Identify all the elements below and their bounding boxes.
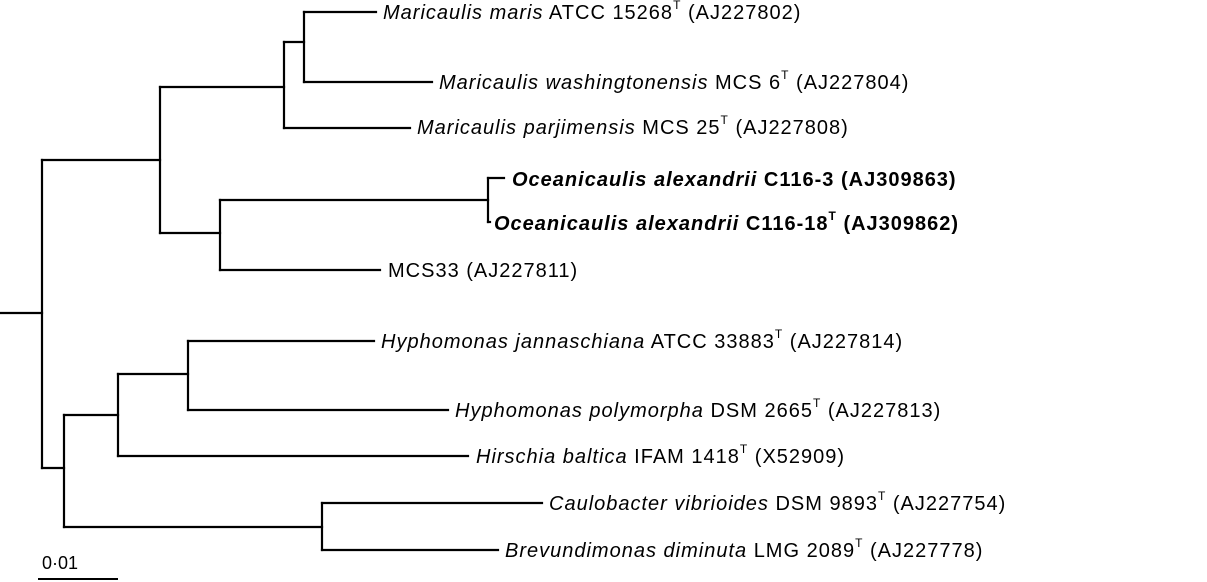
- type-strain-mark: T: [720, 113, 729, 128]
- accession-number: (AJ309862): [843, 213, 960, 235]
- accession-number: (AJ227778): [869, 540, 984, 562]
- accession-number: (AJ227802): [687, 2, 802, 24]
- strain-name: MCS 6: [715, 72, 782, 94]
- strain-name: MCS33: [388, 260, 460, 282]
- species-name: Hyphomonas jannaschiana: [381, 331, 646, 353]
- tree-branches: [0, 10, 544, 552]
- accession-number: (X52909): [754, 446, 846, 468]
- taxon-label-bdim: Brevundimonas diminuta LMG 2089T (AJ2277…: [505, 536, 984, 563]
- accession-number: (AJ227754): [892, 493, 1007, 515]
- accession-number: (AJ227808): [735, 117, 849, 139]
- species-name: Hirschia baltica: [476, 446, 628, 468]
- strain-name: C116-3: [763, 169, 835, 191]
- type-strain-mark: T: [781, 68, 790, 83]
- accession-number: (AJ227811): [466, 260, 579, 282]
- species-name: Maricaulis parjimensis: [417, 117, 636, 139]
- strain-name: ATCC 15268: [548, 2, 674, 24]
- taxon-label-hpoly: Hyphomonas polymorpha DSM 2665T (AJ22781…: [455, 396, 942, 423]
- type-strain-mark: T: [739, 442, 749, 457]
- taxon-label-oalex3: Oceanicaulis alexandrii C116-3 (AJ309863…: [512, 168, 957, 192]
- taxon-label-mmaris: Maricaulis maris ATCC 15268T (AJ227802): [383, 0, 802, 25]
- strain-name: LMG 2089: [753, 540, 856, 562]
- taxon-label-hjann: Hyphomonas jannaschiana ATCC 33883T (AJ2…: [381, 327, 904, 354]
- scale-bar: [38, 578, 118, 580]
- species-name: Oceanicaulis alexandrii: [512, 169, 758, 191]
- species-name: Hyphomonas polymorpha: [455, 400, 704, 422]
- taxon-label-hbalt: Hirschia baltica IFAM 1418T (X52909): [476, 442, 846, 469]
- species-name: Maricaulis maris: [383, 2, 544, 24]
- taxon-label-mwash: Maricaulis washingtonensis MCS 6T (AJ227…: [439, 68, 910, 95]
- type-strain-mark: T: [855, 536, 864, 551]
- strain-name: ATCC 33883: [650, 331, 775, 353]
- accession-number: (AJ309863): [840, 169, 957, 191]
- accession-number: (AJ227814): [789, 331, 904, 353]
- taxon-label-mparj: Maricaulis parjimensis MCS 25T (AJ227808…: [417, 113, 849, 140]
- type-strain-mark: T: [673, 0, 682, 13]
- scale-bar-label: 0·01: [42, 553, 79, 573]
- strain-name: MCS 25: [642, 117, 721, 139]
- type-strain-mark: T: [812, 396, 822, 411]
- taxon-label-cvib: Caulobacter vibrioides DSM 9893T (AJ2277…: [549, 489, 1007, 516]
- strain-name: DSM 9893: [775, 493, 878, 515]
- type-strain-mark: T: [877, 489, 887, 504]
- strain-name: IFAM 1418: [634, 446, 740, 468]
- species-name: Brevundimonas diminuta: [505, 540, 748, 562]
- strain-name: DSM 2665: [710, 400, 813, 422]
- accession-number: (AJ227804): [796, 72, 910, 94]
- type-strain-mark: T: [774, 327, 784, 342]
- species-name: Maricaulis washingtonensis: [439, 72, 709, 94]
- species-name: Oceanicaulis alexandrii: [494, 213, 740, 235]
- type-strain-mark: T: [828, 209, 837, 224]
- taxon-label-mcs33: MCS33 (AJ227811): [388, 259, 578, 283]
- taxon-label-oalex18: Oceanicaulis alexandrii C116-18T (AJ3098…: [494, 209, 960, 236]
- accession-number: (AJ227813): [827, 400, 942, 422]
- strain-name: C116-18: [745, 213, 829, 235]
- species-name: Caulobacter vibrioides: [549, 493, 769, 515]
